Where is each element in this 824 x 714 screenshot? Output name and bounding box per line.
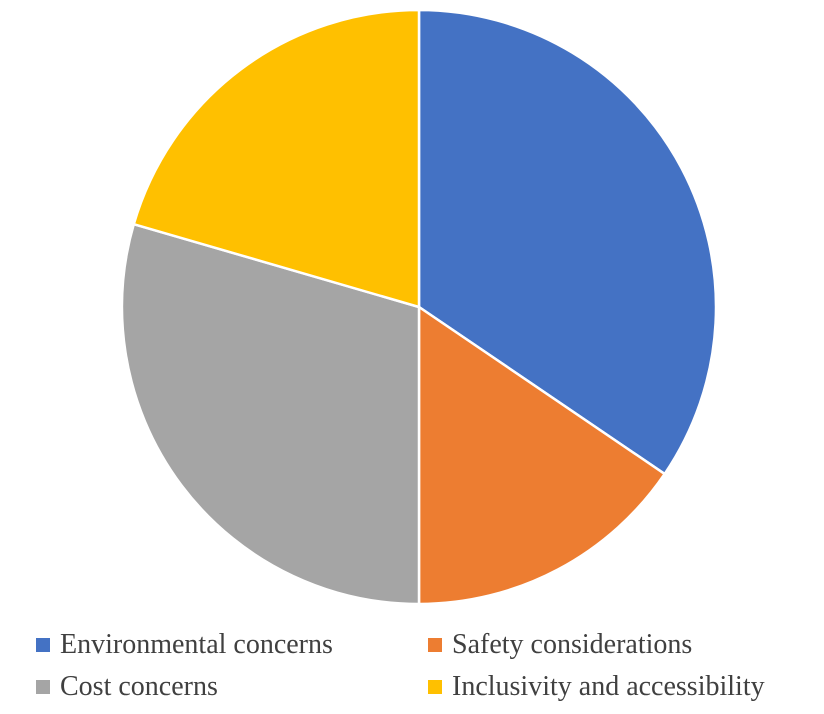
pie-slice-cost-concerns [120, 222, 421, 606]
legend-item-environmental-concerns: Environmental concerns [36, 630, 428, 660]
legend-swatch-environmental-concerns [36, 638, 50, 652]
pie-slice-safety-considerations [417, 305, 666, 606]
legend-swatch-safety-considerations [428, 638, 442, 652]
legend-label-environmental-concerns: Environmental concerns [60, 629, 333, 660]
legend-label-safety-considerations: Safety considerations [452, 629, 693, 660]
legend-swatch-cost-concerns [36, 680, 50, 694]
legend-swatch-inclusivity-and-accessibility [428, 680, 442, 694]
legend: Environmental concerns Safety considerat… [36, 630, 816, 702]
legend-label-inclusivity-and-accessibility: Inclusivity and accessibility [452, 671, 765, 702]
pie-slice-environmental-concerns [417, 8, 718, 476]
legend-item-inclusivity-and-accessibility: Inclusivity and accessibility [428, 672, 808, 702]
pie-chart [120, 8, 718, 606]
legend-item-safety-considerations: Safety considerations [428, 630, 808, 660]
pie-slice-inclusivity-and-accessibility [132, 8, 421, 309]
legend-label-cost-concerns: Cost concerns [60, 671, 218, 702]
legend-item-cost-concerns: Cost concerns [36, 672, 428, 702]
